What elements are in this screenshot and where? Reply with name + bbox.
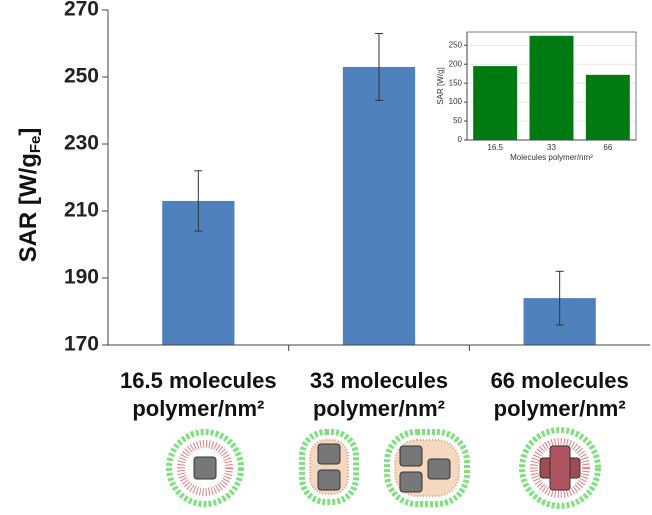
error-bar [194, 170, 203, 232]
x-axis-label: Molecules polymer/nm² [510, 153, 593, 162]
y-tick-label: 270 [64, 0, 99, 21]
x-tick-label: polymer/nm² [132, 396, 264, 421]
x-tick-label: 16.5 molecules [120, 368, 277, 393]
bar [529, 35, 574, 140]
particle-pair [299, 429, 359, 505]
x-tick-label: polymer/nm² [494, 396, 626, 421]
y-tick-label: 190 [64, 266, 99, 289]
error-bar [375, 32, 383, 101]
x-tick-label: 33 [547, 143, 556, 152]
illustrations [166, 427, 601, 509]
x-tick-label: 16.5 [487, 143, 503, 152]
y-axis-label-end: ] [15, 128, 42, 136]
x-tick-label: 66 [603, 143, 612, 152]
y-tick-label: 200 [449, 59, 463, 68]
y-tick-label: 100 [449, 97, 463, 106]
particle-cluster [384, 429, 470, 507]
y-axis-label: SAR [W/gFe] [15, 128, 44, 263]
x-tick-label: 33 molecules [310, 368, 448, 393]
x-tick-label: polymer/nm² [313, 396, 445, 421]
y-axis-label: SAR [W/g] [436, 67, 445, 104]
error-bar [555, 270, 564, 326]
particle-single [166, 429, 244, 507]
plot-border [466, 31, 637, 141]
y-tick-label: 170 [64, 333, 99, 356]
particle-cross [519, 427, 601, 509]
bar [473, 66, 518, 140]
bar [585, 74, 630, 140]
y-tick-label: 0 [458, 135, 463, 144]
y-tick-label: 230 [64, 132, 99, 155]
y-axis-label-sub: Fe [27, 136, 44, 154]
x-tick-label: 66 molecules [491, 368, 629, 393]
y-tick-label: 250 [449, 40, 463, 49]
y-tick-label: 210 [64, 199, 99, 222]
y-axis-label-main: SAR [W/g [15, 153, 42, 262]
y-tick-label: 150 [449, 78, 463, 87]
y-tick-label: 50 [453, 116, 462, 125]
y-tick-label: 250 [64, 65, 99, 88]
bar [342, 66, 416, 345]
